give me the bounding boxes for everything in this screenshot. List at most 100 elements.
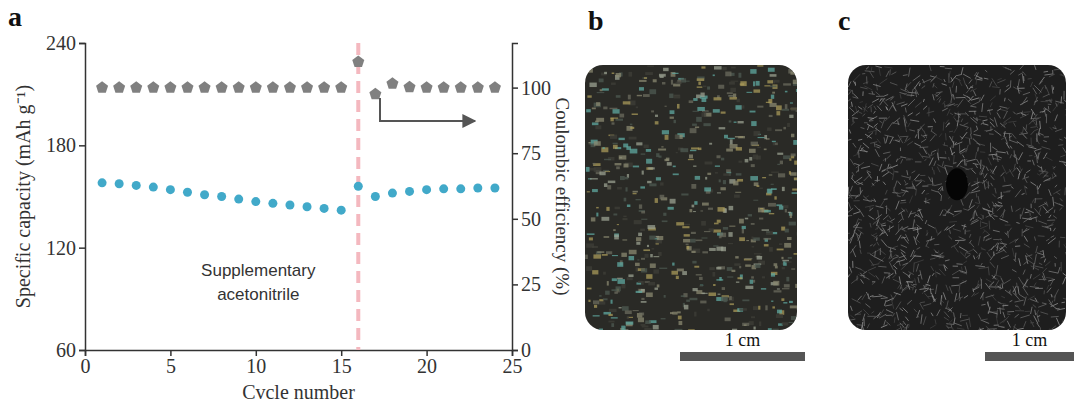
texture: [653, 79, 657, 82]
texture: [855, 82, 856, 86]
texture: [930, 135, 935, 141]
texture: [758, 137, 765, 138]
texture: [649, 89, 656, 94]
texture: [957, 328, 965, 329]
texture: [701, 221, 706, 226]
texture: [920, 270, 922, 279]
data-point: [250, 81, 262, 92]
texture: [939, 269, 945, 276]
texture: [989, 133, 994, 134]
texture: [791, 107, 797, 111]
texture: [1054, 295, 1056, 301]
texture: [884, 272, 891, 273]
texture: [694, 266, 699, 268]
texture: [927, 111, 934, 113]
texture: [944, 102, 952, 107]
texture: [628, 274, 633, 277]
texture: [901, 287, 903, 290]
texture: [647, 66, 654, 67]
data-point: [456, 184, 465, 193]
texture: [915, 102, 921, 107]
annotation-text: Supplementaryacetonitrile: [201, 261, 316, 304]
texture: [945, 151, 947, 154]
data-point: [320, 204, 329, 213]
texture: [879, 232, 882, 236]
texture: [935, 227, 937, 233]
texture: [872, 99, 879, 103]
texture: [855, 195, 859, 198]
texture: [655, 240, 661, 244]
texture: [603, 107, 607, 110]
texture: [767, 189, 772, 194]
texture: [604, 183, 607, 187]
texture: [897, 195, 901, 197]
texture: [645, 254, 649, 258]
texture: [1054, 173, 1056, 177]
texture: [786, 277, 789, 282]
data-point: [318, 81, 330, 92]
texture: [912, 171, 916, 173]
texture: [1065, 115, 1066, 120]
texture: [969, 139, 971, 145]
texture: [1001, 172, 1005, 176]
texture: [790, 71, 797, 74]
texture: [713, 229, 721, 232]
texture: [940, 157, 947, 158]
texture: [775, 143, 778, 144]
texture: [699, 285, 703, 287]
texture: [929, 289, 934, 290]
texture: [642, 77, 647, 78]
data-point: [354, 182, 363, 191]
texture: [928, 107, 929, 116]
texture: [648, 282, 655, 286]
texture: [906, 159, 911, 160]
data-point: [490, 183, 499, 192]
texture: [969, 199, 972, 208]
texture: [1039, 87, 1043, 94]
tick-mark: [512, 153, 518, 155]
axis-line: [513, 44, 519, 351]
texture: [693, 98, 697, 101]
texture: [975, 266, 985, 267]
texture: [990, 169, 994, 174]
texture: [697, 86, 703, 87]
texture: [738, 121, 744, 123]
texture: [992, 147, 997, 151]
texture: [593, 315, 600, 316]
texture: [791, 153, 796, 156]
texture: [613, 109, 620, 113]
texture: [692, 124, 697, 126]
texture: [596, 102, 600, 106]
texture: [915, 180, 922, 181]
texture: [675, 135, 683, 139]
texture: [886, 273, 893, 278]
texture: [868, 267, 876, 271]
texture: [871, 181, 876, 186]
texture: [731, 270, 735, 272]
texture: [589, 142, 591, 143]
texture: [1003, 280, 1011, 285]
texture: [871, 163, 878, 166]
texture: [1042, 170, 1043, 174]
texture: [953, 94, 955, 99]
texture: [782, 187, 785, 191]
texture: [676, 152, 678, 153]
texture: [782, 267, 785, 269]
texture: [890, 97, 893, 101]
texture: [918, 127, 922, 132]
texture: [900, 136, 908, 138]
texture: [744, 324, 747, 325]
texture: [752, 246, 755, 247]
texture: [630, 124, 632, 125]
texture: [908, 325, 909, 328]
texture: [1018, 73, 1023, 76]
texture: [1024, 261, 1028, 264]
texture: [971, 220, 979, 224]
tick: 120: [46, 237, 85, 259]
texture: [670, 110, 675, 114]
texture: [667, 162, 672, 166]
texture: [593, 300, 599, 304]
texture: [782, 322, 789, 325]
texture: [636, 242, 640, 245]
texture: [848, 119, 849, 122]
